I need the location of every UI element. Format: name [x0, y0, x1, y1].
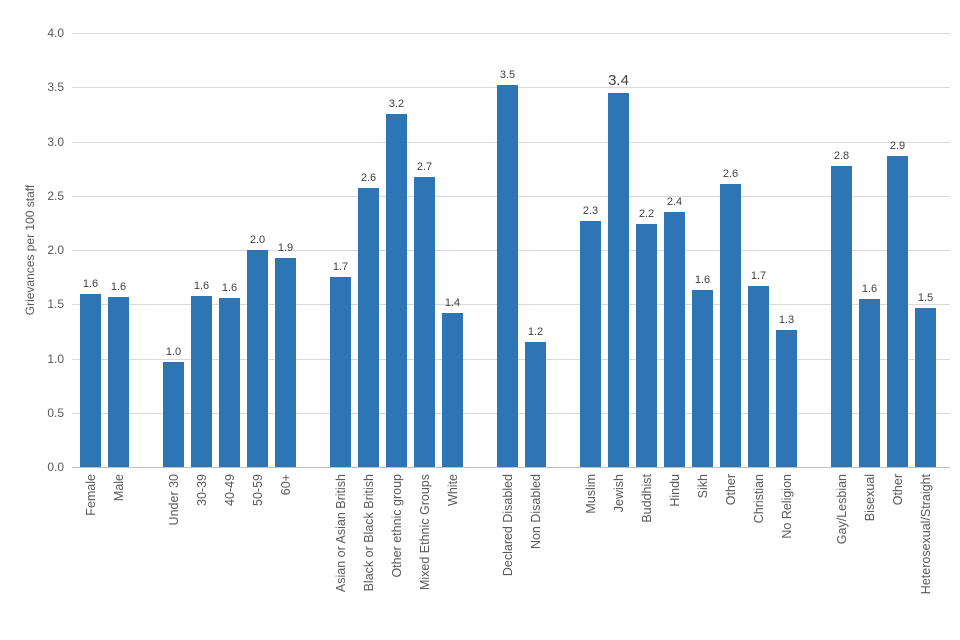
value-label-other-ethnic-group: 3.2	[388, 98, 405, 110]
category-label-hindu: Hindu	[667, 474, 682, 507]
value-label-asian-or-asian-british: 1.7	[332, 261, 349, 273]
y-tick-label-2.0: 2.0	[47, 243, 64, 257]
bar-asian-or-asian-british	[330, 277, 351, 467]
y-tick-label-4.0: 4.0	[47, 26, 64, 40]
value-label-30-39: 1.6	[193, 280, 210, 292]
category-label-muslim: Muslim	[583, 474, 598, 514]
y-tick-label-0.0: 0.0	[47, 460, 64, 474]
value-label-other: 2.9	[889, 140, 906, 152]
bar-white	[442, 313, 463, 467]
value-label-under-30: 1.0	[165, 346, 182, 358]
value-label-sikh: 1.6	[694, 274, 711, 286]
category-label-gay-lesbian: Gay/Lesbian	[834, 474, 849, 545]
bar-muslim	[580, 221, 601, 467]
category-label-jewish: Jewish	[611, 474, 626, 513]
value-label-muslim: 2.3	[582, 205, 599, 217]
bar-other	[720, 184, 741, 467]
bar-declared-disabled	[497, 85, 518, 467]
bar-mixed-ethnic-groups	[414, 177, 435, 467]
bar-christian	[748, 286, 769, 467]
bar-hindu	[664, 212, 685, 467]
category-label-black-or-black-british: Black or Black British	[361, 474, 376, 592]
value-label-declared-disabled: 3.5	[499, 69, 516, 81]
value-label-no-religion: 1.3	[778, 314, 795, 326]
value-label-christian: 1.7	[750, 270, 767, 282]
y-tick-label-3.0: 3.0	[47, 135, 64, 149]
category-label-heterosexual-straight: Heterosexual/Straight	[918, 474, 933, 595]
bar-30-39	[191, 296, 212, 467]
category-label-non-disabled: Non Disabled	[528, 474, 543, 550]
gridline-4.0	[72, 33, 950, 34]
y-tick-label-2.5: 2.5	[47, 189, 64, 203]
value-label-white: 1.4	[444, 297, 461, 309]
bar-other	[887, 156, 908, 467]
bar-under-30	[163, 362, 184, 467]
category-label-40-49: 40-49	[222, 474, 237, 506]
y-tick-label-3.5: 3.5	[47, 80, 64, 94]
category-label-male: Male	[111, 474, 126, 502]
value-label-50-59: 2.0	[249, 234, 266, 246]
bar-black-or-black-british	[358, 188, 379, 467]
bar-60	[275, 258, 296, 467]
category-label-bisexual: Bisexual	[862, 474, 877, 522]
bar-gay-lesbian	[831, 166, 852, 467]
category-label-no-religion: No Religion	[779, 474, 794, 539]
category-label-60: 60+	[278, 474, 293, 496]
category-label-white: White	[445, 474, 460, 506]
bar-heterosexual-straight	[915, 308, 936, 467]
value-label-heterosexual-straight: 1.5	[917, 292, 934, 304]
value-label-black-or-black-british: 2.6	[360, 172, 377, 184]
x-axis-line	[72, 467, 950, 468]
value-label-jewish: 3.4	[608, 72, 629, 89]
category-label-other-ethnic-group: Other ethnic group	[389, 474, 404, 578]
value-label-bisexual: 1.6	[861, 283, 878, 295]
value-label-40-49: 1.6	[221, 282, 238, 294]
value-label-gay-lesbian: 2.8	[833, 150, 850, 162]
bar-bisexual	[859, 299, 880, 467]
bar-other-ethnic-group	[386, 114, 407, 467]
category-label-mixed-ethnic-groups: Mixed Ethnic Groups	[417, 474, 432, 591]
category-label-buddhist: Buddhist	[639, 474, 654, 523]
value-label-female: 1.6	[82, 278, 99, 290]
category-label-sikh: Sikh	[695, 474, 710, 499]
value-label-hindu: 2.4	[666, 196, 683, 208]
value-label-mixed-ethnic-groups: 2.7	[416, 161, 433, 173]
y-tick-label-1.5: 1.5	[47, 297, 64, 311]
y-tick-label-0.5: 0.5	[47, 406, 64, 420]
category-label-30-39: 30-39	[194, 474, 209, 506]
value-label-60: 1.9	[277, 242, 294, 254]
category-label-other: Other	[723, 474, 738, 506]
value-label-non-disabled: 1.2	[527, 326, 544, 338]
bar-female	[80, 294, 101, 467]
category-label-50-59: 50-59	[250, 474, 265, 506]
bar-jewish	[608, 93, 629, 467]
value-label-other: 2.6	[722, 168, 739, 180]
bar-40-49	[219, 298, 240, 467]
bar-50-59	[247, 250, 268, 467]
bar-non-disabled	[525, 342, 546, 467]
category-label-declared-disabled: Declared Disabled	[500, 474, 515, 577]
category-label-asian-or-asian-british: Asian or Asian British	[333, 474, 348, 593]
y-tick-label-1.0: 1.0	[47, 352, 64, 366]
value-label-buddhist: 2.2	[638, 208, 655, 220]
category-label-christian: Christian	[751, 474, 766, 524]
category-label-female: Female	[83, 474, 98, 516]
category-label-other: Other	[890, 474, 905, 506]
bar-male	[108, 297, 129, 467]
bar-sikh	[692, 290, 713, 467]
value-label-male: 1.6	[110, 281, 127, 293]
category-label-under-30: Under 30	[166, 474, 181, 526]
bar-buddhist	[636, 224, 657, 467]
bar-no-religion	[776, 330, 797, 467]
